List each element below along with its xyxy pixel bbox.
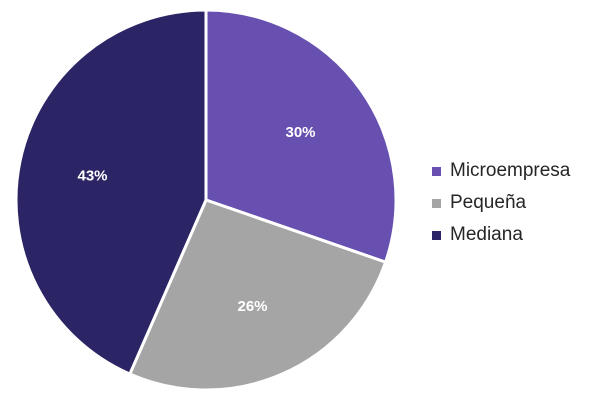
legend-swatch-pequena bbox=[432, 198, 441, 208]
legend-item-pequena: Pequeña bbox=[432, 190, 570, 216]
legend-item-mediana: Mediana bbox=[432, 222, 570, 248]
legend-swatch-microempresa bbox=[432, 166, 441, 176]
pie-slice-pequena bbox=[128, 198, 388, 392]
legend-label-mediana: Mediana bbox=[450, 224, 523, 245]
legend-label-microempresa: Microempresa bbox=[450, 160, 571, 181]
data-label-microempresa: 30% bbox=[285, 124, 315, 141]
pie-slice-mediana bbox=[14, 8, 208, 376]
data-label-pequena: 26% bbox=[237, 298, 267, 315]
legend-label-pequena: Pequeña bbox=[450, 192, 527, 213]
pie-slice-microempresa bbox=[204, 8, 398, 264]
legend-item-microempresa: Microempresa bbox=[432, 158, 570, 184]
data-label-mediana: 43% bbox=[77, 168, 107, 185]
legend-swatch-mediana bbox=[432, 230, 441, 240]
legend: Microempresa Pequeña Mediana bbox=[432, 158, 570, 248]
